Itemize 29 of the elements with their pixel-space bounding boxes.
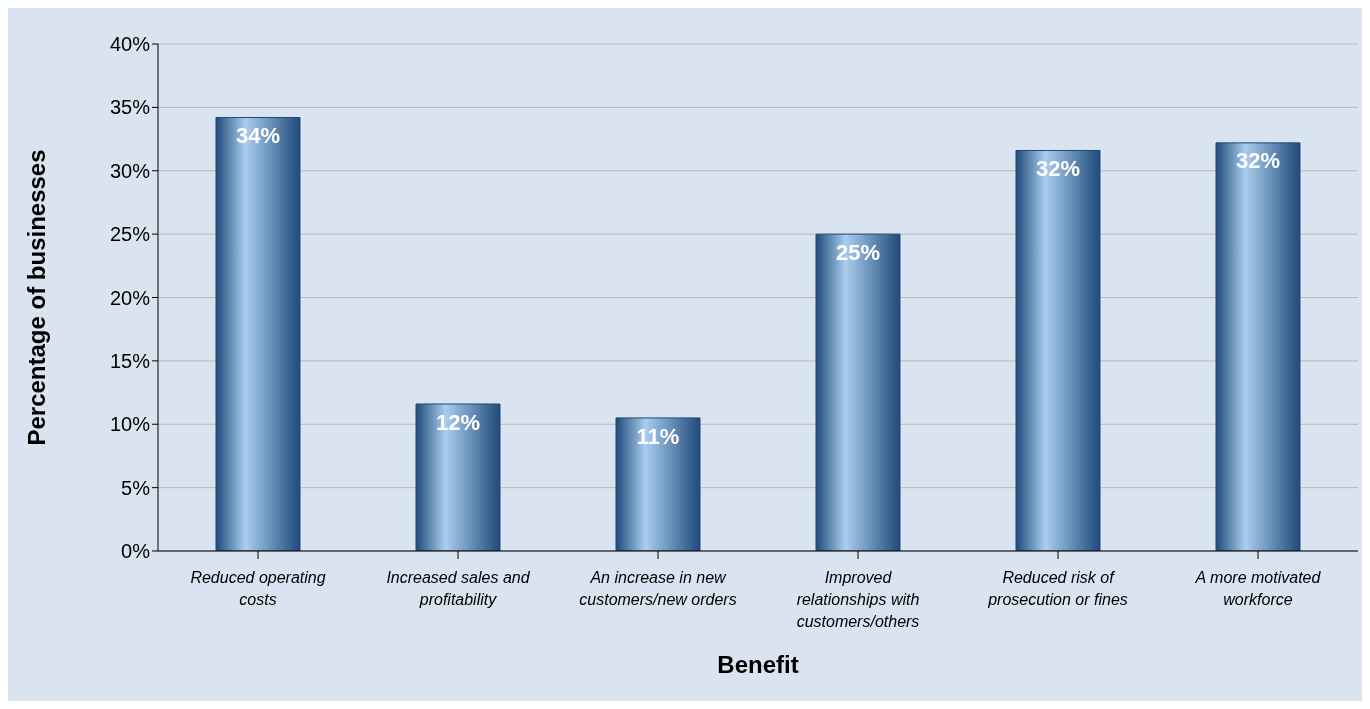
x-tick-label: Reduced operating costs [190, 569, 326, 608]
bar [1215, 142, 1301, 551]
y-tick-label: 25% [109, 223, 151, 246]
y-tick-label: 0% [121, 540, 151, 563]
y-tick-label: 40% [109, 33, 151, 56]
y-tick-label: 5% [121, 476, 151, 499]
bar [815, 233, 901, 551]
x-tick-label: An increase in new customers/new orders [579, 569, 737, 608]
bar [1015, 149, 1101, 551]
x-axis-title: Benefit [717, 651, 799, 678]
y-tick-label: 30% [109, 159, 151, 182]
y-tick-label: 35% [109, 96, 151, 119]
data-label: 32% [1235, 148, 1281, 174]
data-label: 11% [636, 423, 680, 449]
x-tick-label: A more motivated workforce [1194, 569, 1322, 608]
y-tick-label: 20% [109, 286, 151, 309]
bar [215, 117, 301, 551]
x-tick-label: Reduced risk of prosecution or fines [987, 569, 1128, 608]
x-tick-label: Improved relationships with customers/others [796, 569, 920, 630]
y-tick-label: 15% [109, 349, 151, 372]
bar [415, 403, 501, 551]
data-label: 25% [835, 239, 881, 265]
data-label: 34% [235, 123, 281, 149]
data-label: 32% [1035, 156, 1081, 182]
bar [615, 417, 701, 551]
data-label: 12% [435, 409, 481, 435]
x-tick-label: Increased sales and profitability [386, 569, 531, 608]
y-axis-title: Percentage of businesses [22, 149, 50, 446]
y-tick-label: 10% [109, 413, 151, 436]
